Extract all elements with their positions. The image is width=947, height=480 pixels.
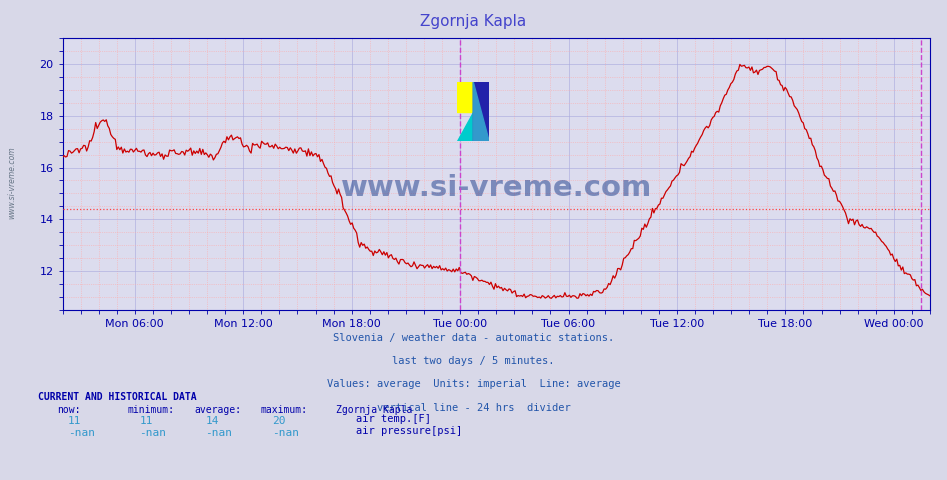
Text: maximum:: maximum: bbox=[260, 406, 308, 415]
Text: CURRENT AND HISTORICAL DATA: CURRENT AND HISTORICAL DATA bbox=[38, 393, 197, 402]
Polygon shape bbox=[457, 112, 474, 142]
Text: air temp.[F]: air temp.[F] bbox=[356, 414, 431, 423]
Text: -nan: -nan bbox=[139, 429, 167, 438]
Text: 11: 11 bbox=[139, 416, 152, 426]
Text: Zgornja Kapla: Zgornja Kapla bbox=[336, 406, 413, 415]
Text: Zgornja Kapla: Zgornja Kapla bbox=[420, 14, 527, 29]
Text: average:: average: bbox=[194, 406, 241, 415]
Text: Values: average  Units: imperial  Line: average: Values: average Units: imperial Line: av… bbox=[327, 380, 620, 389]
Text: 11: 11 bbox=[68, 416, 81, 426]
Text: 14: 14 bbox=[205, 416, 219, 426]
Text: air pressure[psi]: air pressure[psi] bbox=[356, 426, 462, 436]
Text: now:: now: bbox=[57, 406, 80, 415]
Text: www.si-vreme.com: www.si-vreme.com bbox=[341, 174, 652, 202]
Text: -nan: -nan bbox=[205, 429, 233, 438]
Text: last two days / 5 minutes.: last two days / 5 minutes. bbox=[392, 357, 555, 366]
Polygon shape bbox=[474, 82, 490, 142]
Polygon shape bbox=[474, 82, 490, 142]
Text: vertical line - 24 hrs  divider: vertical line - 24 hrs divider bbox=[377, 403, 570, 412]
Text: -nan: -nan bbox=[272, 429, 299, 438]
Text: Slovenia / weather data - automatic stations.: Slovenia / weather data - automatic stat… bbox=[333, 334, 614, 343]
Text: www.si-vreme.com: www.si-vreme.com bbox=[7, 146, 16, 219]
Text: minimum:: minimum: bbox=[128, 406, 175, 415]
Bar bbox=[457, 82, 474, 112]
Text: 20: 20 bbox=[272, 416, 285, 426]
Text: -nan: -nan bbox=[68, 429, 96, 438]
